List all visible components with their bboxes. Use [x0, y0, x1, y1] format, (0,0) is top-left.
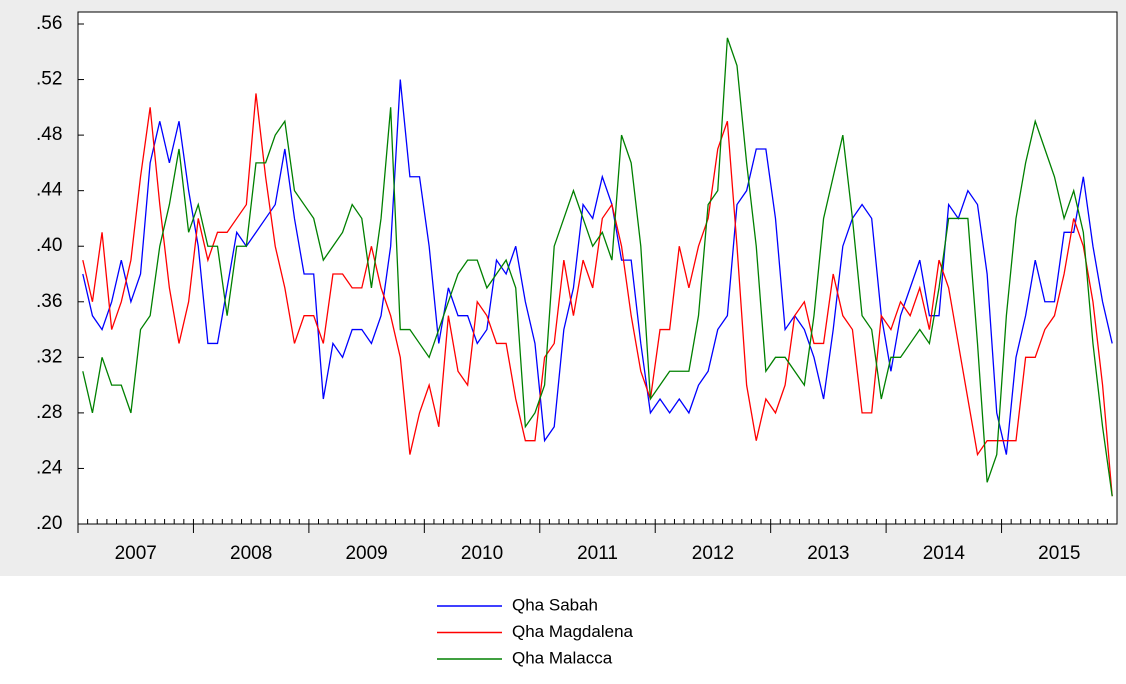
- x-tick-label: 2013: [807, 543, 849, 564]
- legend-label: Qha Magdalena: [512, 622, 634, 641]
- x-tick-label: 2009: [345, 543, 387, 564]
- series-line: [82, 37, 1113, 497]
- legend-label: Qha Malacca: [512, 648, 613, 667]
- x-tick-label: 2011: [577, 543, 618, 564]
- series-line: [82, 93, 1113, 497]
- y-tick-label: .44: [36, 180, 63, 201]
- series-line: [82, 79, 1113, 455]
- y-tick-label: .36: [36, 291, 62, 312]
- y-tick-label: .40: [36, 235, 62, 256]
- legend-label: Qha Sabah: [512, 595, 598, 614]
- y-tick-label: .52: [36, 69, 62, 90]
- y-tick-label: .24: [36, 457, 63, 478]
- x-tick-label: 2007: [115, 543, 157, 564]
- x-tick-label: 2010: [461, 543, 503, 564]
- x-tick-label: 2015: [1038, 543, 1080, 564]
- y-tick-label: .56: [36, 13, 62, 34]
- x-tick-label: 2014: [923, 543, 966, 564]
- y-tick-label: .32: [36, 346, 62, 367]
- y-tick-label: .28: [36, 402, 62, 423]
- x-tick-label: 2012: [692, 543, 734, 564]
- plot-area: [77, 11, 1118, 525]
- x-tick-label: 2008: [230, 543, 272, 564]
- y-tick-label: .48: [36, 124, 62, 145]
- y-tick-label: .20: [36, 513, 62, 534]
